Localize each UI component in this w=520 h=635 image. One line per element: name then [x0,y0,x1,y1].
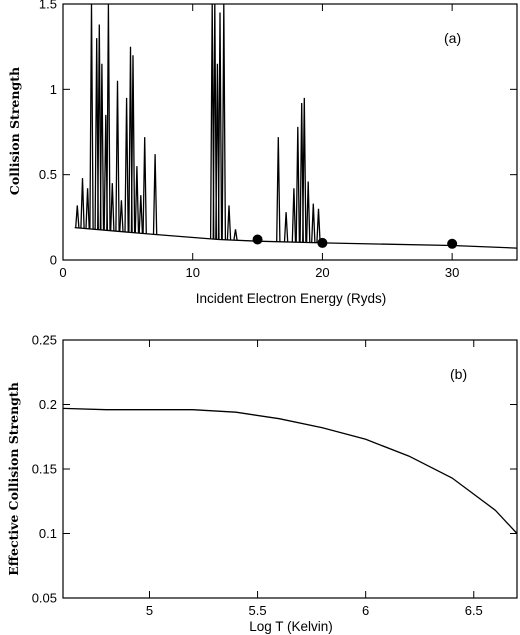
resonance-peak [130,55,136,233]
resonance-peak [295,126,301,243]
resonance-peak [152,154,158,235]
y-tick-label-a: 1 [50,82,57,97]
x-axis-title-a: Incident Electron Energy (Ryds) [196,291,387,306]
x-tick-label-a: 30 [445,265,459,280]
x-tick-labels-b: 5 5.5 6 6.5 [146,603,483,618]
x-tick-label-b: 6.5 [465,603,483,618]
collision-strength-chart: 0 10 20 30 0 0.5 1 1.5 (a) Incident Electron E… [7,0,518,306]
resonance-peak [305,181,311,243]
effective-collision-strength-line [62,407,518,534]
x-tick-labels-a: 0 10 20 30 [59,265,459,280]
resonance-peak [302,97,307,243]
data-point-marker [447,238,458,249]
y-axis-title-b: Effective Collision Strength [6,382,21,576]
resonance-peak [134,166,140,233]
x-tick-label-a: 0 [59,265,66,280]
resonance-peak [106,3,111,231]
x-tick-label-b: 5.5 [249,603,267,618]
resonance-peak [99,63,105,230]
y-tick-label-b: 0.1 [39,526,57,541]
effective-collision-strength-chart: 5 5.5 6 6.5 0.05 0.1 0.15 0.2 0.25 (b) Log T (K… [6,333,518,634]
plot-border-a [62,3,518,261]
resonance-peak [110,183,115,231]
x-axis-title-b: Log T (Kelvin) [249,619,333,634]
series-line-b [62,407,518,534]
data-point-marker [252,234,263,245]
resonance-peak [142,137,147,234]
resonance-peak [221,3,227,240]
resonance-peak [124,97,129,233]
plot-frame-b [62,339,518,599]
y-tick-label-b: 0.2 [39,397,57,412]
y-tick-labels-b: 0.05 0.1 0.15 0.2 0.25 [32,333,57,606]
resonance-peak [316,208,321,243]
resonance-peak [115,80,120,232]
data-point-marker [317,237,328,248]
y-tick-labels-a: 0 0.5 1 1.5 [39,0,57,268]
x-tick-label-a: 20 [315,265,329,280]
resonance-peak [291,188,297,243]
x-tick-label-a: 10 [185,265,199,280]
y-tick-label-b: 0.15 [32,462,57,477]
x-tick-label-b: 6 [362,603,369,618]
y-tick-label-b: 0.25 [32,333,57,348]
panel-label-a: (a) [444,30,461,46]
resonance-spikes-a [75,3,321,243]
y-axis-title-a: Collision Strength [7,67,22,195]
resonance-peak [85,188,90,229]
resonance-peak [276,137,281,242]
x-tick-label-b: 5 [146,603,153,618]
resonance-peak [311,203,316,243]
resonance-peak [89,3,94,230]
y-tick-label-a: 0 [50,253,57,268]
plot-frame-a [62,3,518,261]
resonance-peak [138,195,144,234]
resonance-peak [119,200,124,232]
resonance-peak [283,212,289,243]
plot-border-b [62,339,518,599]
resonance-peak [226,205,232,241]
y-tick-label-a: 0.5 [39,167,57,182]
markers-a [252,234,458,249]
y-tick-label-b: 0.05 [32,591,57,606]
resonance-peak [233,229,238,241]
panel-label-b: (b) [450,366,467,382]
y-tick-label-a: 1.5 [39,0,57,12]
resonance-peak [217,12,223,240]
resonance-peak [80,178,85,229]
resonance-peak [75,205,80,228]
